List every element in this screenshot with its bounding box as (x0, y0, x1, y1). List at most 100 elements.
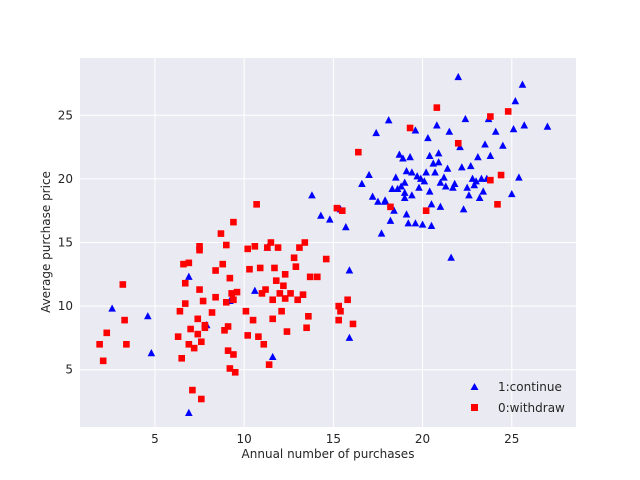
point-withdraw (335, 316, 343, 324)
point-continue (449, 183, 457, 191)
point-continue (381, 197, 389, 205)
point-continue (342, 223, 350, 231)
point-withdraw (121, 316, 128, 324)
legend-marker-withdraw (471, 404, 478, 411)
point-continue (463, 183, 471, 191)
x-tick-label: 10 (237, 432, 252, 446)
point-withdraw (181, 300, 189, 307)
point-continue (475, 193, 484, 201)
point-continue (384, 116, 393, 124)
point-continue (406, 153, 414, 161)
point-withdraw (433, 104, 441, 111)
point-withdraw (422, 207, 430, 214)
point-continue (461, 114, 470, 123)
point-continue (424, 133, 432, 142)
x-tick-label: 15 (326, 432, 341, 446)
point-withdraw (349, 320, 357, 328)
x-tick-labels: 5 10 15 20 25 (151, 432, 519, 446)
point-withdraw (228, 290, 235, 297)
point-continue (147, 349, 156, 357)
point-continue (143, 312, 152, 320)
point-withdraw (305, 313, 312, 320)
y-axis-label: Average purchase price (39, 171, 53, 313)
point-withdraw (274, 244, 282, 251)
point-withdraw (181, 279, 189, 287)
point-continue (402, 167, 411, 175)
point-continue (474, 153, 482, 161)
point-withdraw (269, 315, 276, 323)
point-continue (431, 168, 439, 176)
point-withdraw (262, 286, 269, 293)
point-withdraw (255, 333, 262, 340)
point-continue (377, 229, 386, 237)
point-withdraw (212, 293, 219, 301)
point-withdraw (217, 230, 225, 237)
legend-label-continue: 1:continue (498, 380, 562, 394)
point-continue (459, 205, 468, 213)
point-continue (251, 286, 259, 294)
point-withdraw (335, 302, 343, 310)
point-continue (427, 200, 436, 208)
point-withdraw (296, 244, 303, 251)
point-continue (491, 127, 500, 135)
point-continue (433, 121, 441, 129)
point-withdraw (123, 340, 130, 348)
point-continue (317, 211, 325, 219)
point-withdraw (269, 296, 276, 304)
y-tick-label: 15 (58, 236, 73, 250)
point-continue (345, 266, 354, 274)
point-withdraw (355, 148, 362, 156)
point-continue (185, 272, 193, 280)
point-withdraw (196, 243, 203, 250)
point-continue (416, 174, 425, 182)
point-continue (358, 179, 366, 187)
point-withdraw (194, 315, 202, 323)
point-continue (507, 189, 516, 198)
point-continue (400, 193, 409, 201)
point-withdraw (494, 201, 501, 208)
point-continue (436, 178, 445, 186)
point-continue (391, 173, 400, 181)
point-withdraw (303, 324, 310, 332)
point-continue (374, 197, 382, 205)
point-withdraw (223, 241, 230, 249)
point-withdraw (224, 323, 232, 330)
point-continue (420, 177, 429, 185)
point-continue (499, 141, 507, 149)
point-withdraw (322, 255, 330, 263)
point-withdraw (230, 218, 237, 226)
point-continue (411, 126, 420, 134)
point-withdraw (119, 281, 127, 288)
point-withdraw (198, 338, 205, 346)
point-withdraw (96, 340, 103, 348)
point-withdraw (244, 245, 252, 253)
point-withdraw (185, 340, 193, 348)
point-continue (466, 161, 475, 170)
point-withdraw (201, 321, 209, 329)
point-continue (472, 177, 480, 185)
point-continue (465, 191, 473, 199)
point-continue (436, 202, 445, 210)
point-withdraw (224, 347, 232, 354)
point-withdraw (226, 365, 234, 372)
point-withdraw (212, 267, 219, 274)
point-continue (443, 164, 452, 172)
point-continue (345, 333, 354, 341)
x-axis-label: Annual number of purchases (242, 447, 415, 461)
point-withdraw (504, 108, 512, 115)
point-withdraw (301, 239, 309, 246)
point-withdraw (265, 361, 273, 368)
point-continue (415, 183, 423, 191)
x-tick-label: 20 (415, 432, 430, 446)
point-withdraw (281, 295, 289, 302)
point-withdraw (283, 328, 291, 335)
point-continue (440, 173, 448, 181)
point-withdraw (487, 113, 494, 120)
point-withdraw (221, 326, 228, 334)
point-withdraw (306, 273, 314, 281)
point-continue (434, 149, 443, 157)
point-continue (386, 216, 395, 224)
point-continue (411, 219, 420, 227)
point-continue (395, 150, 404, 158)
